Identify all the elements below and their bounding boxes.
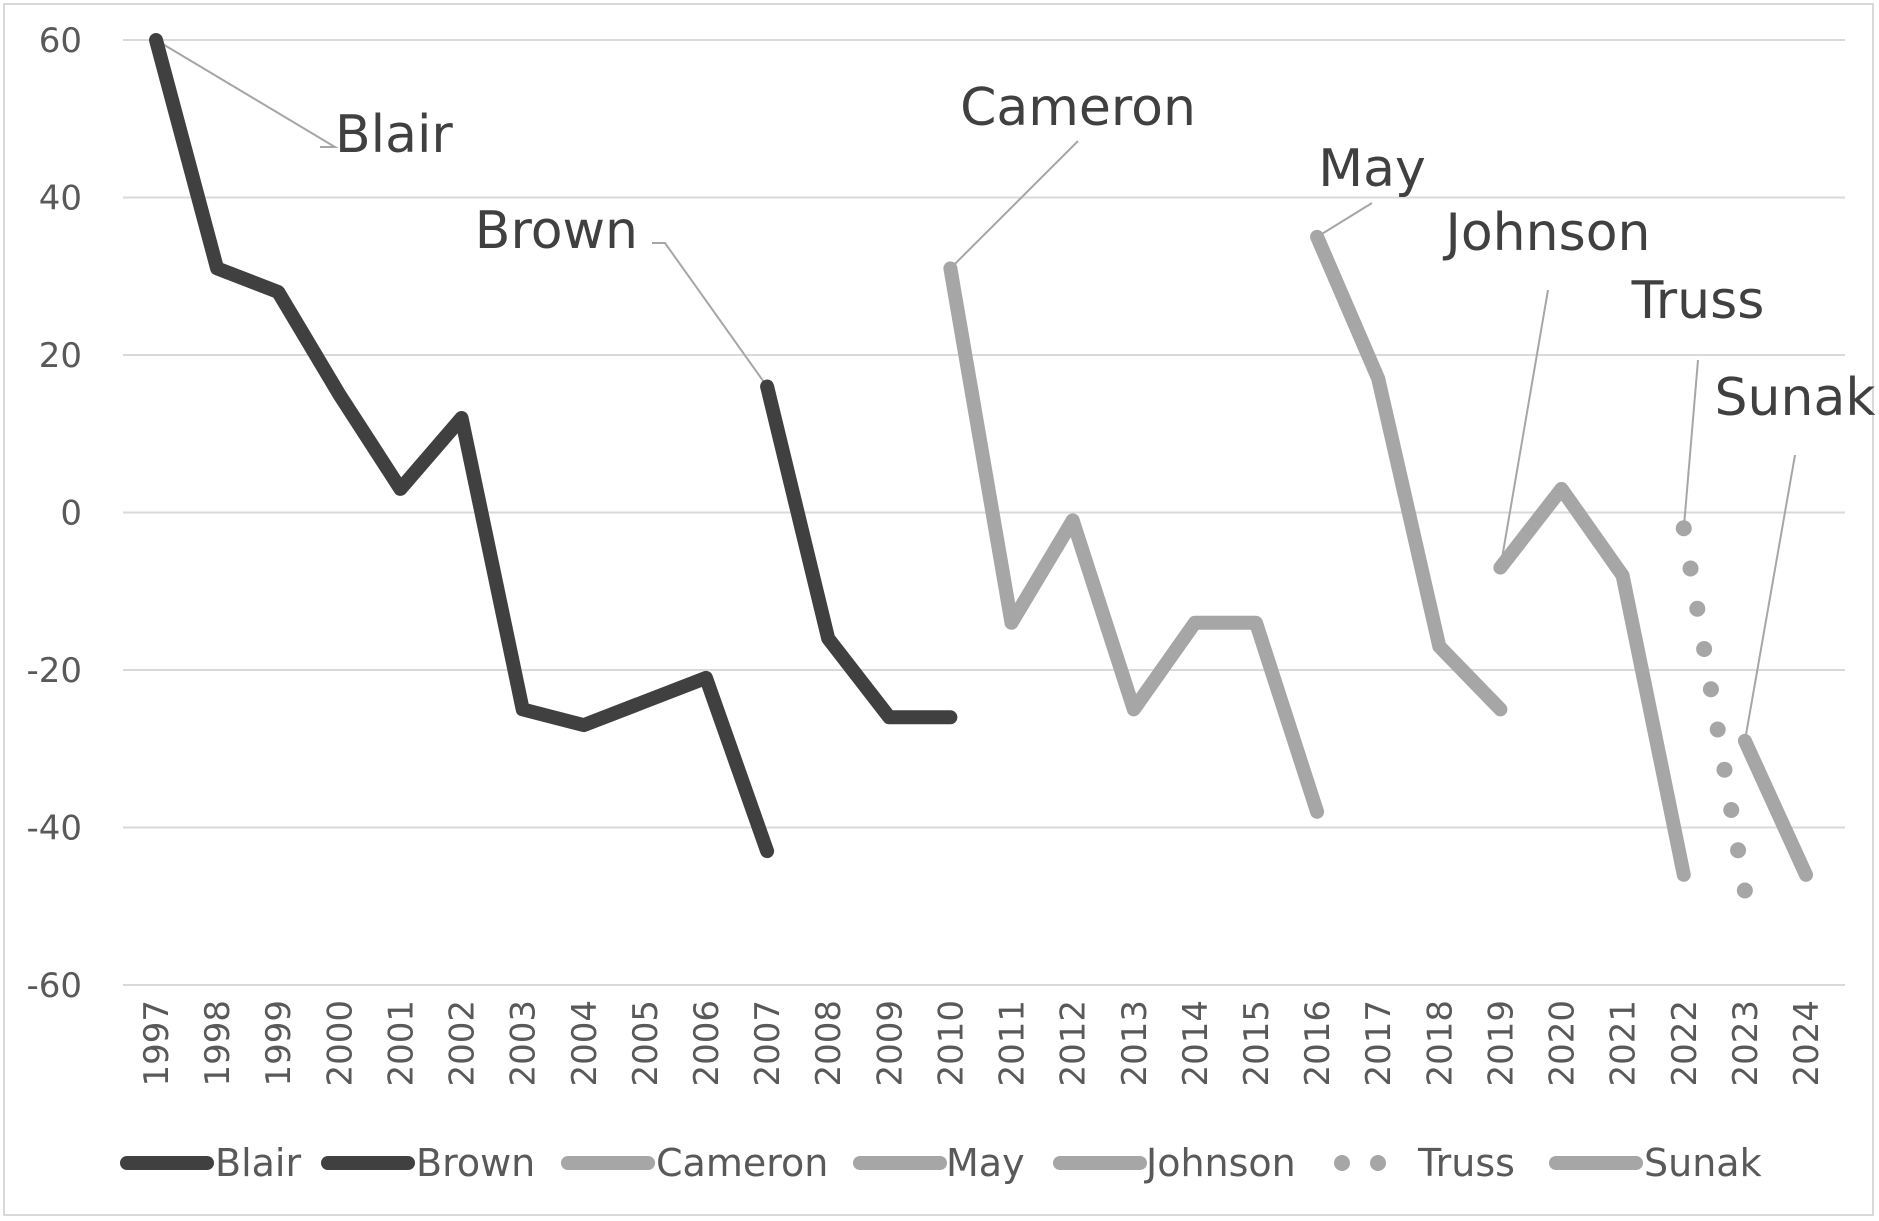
series-point-truss <box>1696 641 1713 657</box>
x-tick-label: 2011 <box>993 1000 1033 1087</box>
x-tick-label: 2007 <box>748 1000 788 1087</box>
legend-label-brown: Brown <box>416 1141 535 1185</box>
series-point-truss <box>1702 681 1719 698</box>
y-tick-label: 20 <box>39 336 82 376</box>
series-point-truss <box>1736 882 1753 899</box>
chart-frame <box>3 3 1874 1216</box>
x-tick-label: 2006 <box>687 1000 727 1087</box>
legend: Blair Brown Cameron May Johnson Truss Sunak <box>120 1141 1762 1185</box>
annotation-may: May <box>1318 139 1426 199</box>
x-tick-label: 2018 <box>1420 1000 1460 1087</box>
x-tick-label: 1999 <box>259 1000 299 1087</box>
series-point-truss <box>1682 560 1699 577</box>
series-point-truss <box>1689 600 1706 617</box>
x-tick-label: 2023 <box>1726 1000 1766 1087</box>
series-line-blair <box>149 33 775 859</box>
series-line-cameron <box>943 261 1325 819</box>
x-tick-label: 2014 <box>1176 1000 1216 1087</box>
x-tick-label: 2024 <box>1787 1000 1827 1087</box>
y-tick-label: 60 <box>39 21 82 61</box>
y-tick-label: -20 <box>26 651 82 691</box>
x-tick-label: 2015 <box>1237 1000 1277 1087</box>
y-tick-label: 0 <box>60 494 82 534</box>
leader-line-may <box>1316 202 1373 238</box>
legend-label-blair: Blair <box>215 1141 301 1185</box>
series-point-truss <box>1716 761 1733 778</box>
series-line-brown <box>760 379 958 725</box>
series-line-sunak <box>1737 733 1813 882</box>
series-line-johnson <box>1493 481 1691 882</box>
legend-label-johnson: Johnson <box>1144 1141 1296 1185</box>
legend-label-may: May <box>946 1141 1025 1185</box>
x-tick-label: 2003 <box>504 1000 544 1087</box>
gridlines <box>123 39 1845 986</box>
leader-line-blair <box>155 39 339 148</box>
annotation-brown: Brown <box>475 201 638 261</box>
x-tick-label: 2019 <box>1481 1000 1521 1087</box>
series-lines <box>149 33 1813 899</box>
legend-marker-truss <box>1370 1155 1386 1171</box>
x-axis-tick-labels: 1997 1998 1999 2000 2001 2002 2003 2004 2005 2006… <box>137 1000 1827 1087</box>
series-point-truss <box>1730 842 1747 859</box>
series-point-truss <box>1723 802 1740 818</box>
x-tick-label: 2020 <box>1543 1000 1583 1087</box>
y-axis-tick-labels: 60 40 20 0 -20 -40 -60 <box>26 21 82 1006</box>
legend-label-truss: Truss <box>1417 1141 1515 1185</box>
x-tick-label: 2004 <box>565 1000 605 1087</box>
x-tick-label: 2005 <box>626 1000 666 1087</box>
series-point-truss <box>1709 721 1726 738</box>
annotation-johnson: Johnson <box>1443 203 1651 263</box>
x-tick-label: 2016 <box>1298 1000 1338 1087</box>
x-tick-label: 2002 <box>443 1000 483 1087</box>
x-tick-label: 2008 <box>809 1000 849 1087</box>
legend-label-sunak: Sunak <box>1644 1141 1762 1185</box>
series-point-truss <box>1675 520 1692 537</box>
x-tick-label: 2022 <box>1665 1000 1705 1087</box>
x-tick-label: 2000 <box>320 1000 360 1087</box>
legend-marker-truss <box>1334 1155 1350 1171</box>
x-tick-label: 2017 <box>1359 1000 1399 1087</box>
y-tick-label: -60 <box>26 966 82 1006</box>
leader-line-sunak <box>1743 454 1796 742</box>
leader-line-cameron <box>949 140 1079 270</box>
series-line-may <box>1310 229 1508 717</box>
legend-label-cameron: Cameron <box>656 1141 828 1185</box>
x-tick-label: 2013 <box>1115 1000 1155 1087</box>
x-tick-label: 2001 <box>381 1000 421 1087</box>
annotation-blair: Blair <box>335 105 453 165</box>
y-tick-label: 40 <box>39 179 82 219</box>
x-tick-label: 2012 <box>1054 1000 1094 1087</box>
annotation-cameron: Cameron <box>960 78 1196 138</box>
leader-line-brown <box>652 242 768 388</box>
x-tick-label: 1997 <box>137 1000 177 1087</box>
series-annotations: Blair Brown Cameron May Johnson Truss Sunak <box>335 78 1875 428</box>
y-tick-label: -40 <box>26 809 82 849</box>
x-tick-label: 2021 <box>1604 1000 1644 1087</box>
annotation-truss: Truss <box>1631 271 1765 331</box>
x-tick-label: 1998 <box>198 1000 238 1087</box>
x-tick-label: 2009 <box>870 1000 910 1087</box>
leader-line-johnson <box>1499 289 1549 568</box>
annotation-sunak: Sunak <box>1715 368 1876 428</box>
annotation-leader-lines <box>155 39 1796 742</box>
x-tick-label: 2010 <box>931 1000 971 1087</box>
leader-line-truss <box>1682 359 1699 529</box>
